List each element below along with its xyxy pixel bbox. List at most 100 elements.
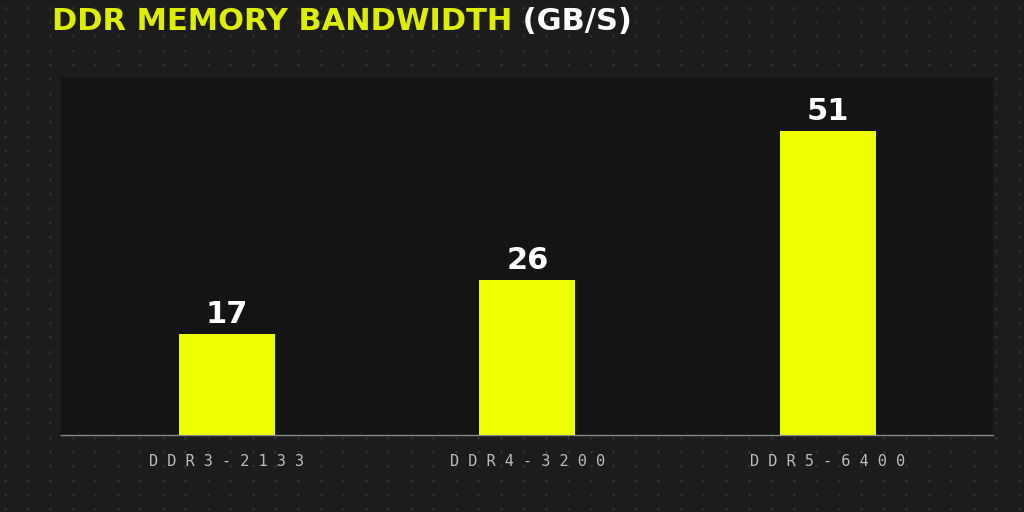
Point [853,448,869,456]
Point [943,276,959,284]
Point [425,434,441,442]
Point [515,376,531,385]
Point [718,190,734,198]
Bar [780,131,877,435]
Point [447,104,464,112]
Point [312,262,329,270]
Point [763,32,779,40]
Point [357,219,374,227]
Bar [178,334,274,435]
Point [357,419,374,428]
Point [763,477,779,485]
Point [132,505,148,512]
Point [921,32,937,40]
Point [853,176,869,184]
Point [853,75,869,83]
Point [740,505,757,512]
Point [245,290,261,298]
Point [921,47,937,55]
Point [921,176,937,184]
Point [470,448,486,456]
Point [177,491,194,499]
Point [110,75,126,83]
Point [876,276,892,284]
Point [898,434,914,442]
Point [19,90,36,98]
Point [447,391,464,399]
Point [628,4,644,12]
Point [155,391,171,399]
Point [538,190,554,198]
Point [267,290,284,298]
Point [988,434,1005,442]
Point [222,391,239,399]
Point [921,219,937,227]
Point [921,90,937,98]
Point [695,419,712,428]
Point [853,133,869,141]
Point [1011,47,1024,55]
Point [335,90,351,98]
Point [447,4,464,12]
Point [402,161,419,169]
Point [1011,233,1024,241]
Point [177,61,194,69]
Point [493,391,509,399]
Point [177,219,194,227]
Point [898,233,914,241]
Point [493,362,509,370]
Point [988,419,1005,428]
Point [673,190,689,198]
Point [200,419,216,428]
Point [988,362,1005,370]
Point [19,348,36,356]
Point [650,348,667,356]
Point [628,262,644,270]
Point [380,262,396,270]
Point [763,4,779,12]
Point [155,90,171,98]
Point [132,319,148,327]
Point [988,4,1005,12]
Point [0,219,13,227]
Point [560,190,577,198]
Point [560,47,577,55]
Point [560,247,577,255]
Point [19,104,36,112]
Point [110,477,126,485]
Point [763,491,779,499]
Point [830,348,847,356]
Point [763,147,779,155]
Point [785,176,802,184]
Point [42,348,58,356]
Point [583,462,599,471]
Point [695,362,712,370]
Point [65,190,81,198]
Point [898,477,914,485]
Point [560,262,577,270]
Point [200,276,216,284]
Point [560,176,577,184]
Point [132,133,148,141]
Point [42,462,58,471]
Point [538,477,554,485]
Point [628,505,644,512]
Point [425,276,441,284]
Point [650,491,667,499]
Point [966,405,982,413]
Point [245,376,261,385]
Point [87,190,103,198]
Point [605,90,622,98]
Point [222,305,239,313]
Point [605,61,622,69]
Point [87,161,103,169]
Point [898,391,914,399]
Point [605,477,622,485]
Point [425,104,441,112]
Point [650,4,667,12]
Point [335,505,351,512]
Point [290,4,306,12]
Point [943,462,959,471]
Point [155,133,171,141]
Point [830,118,847,126]
